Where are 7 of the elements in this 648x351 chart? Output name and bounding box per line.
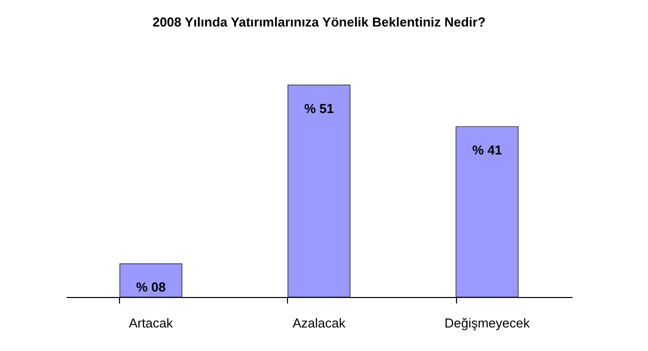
- data-label: % 08: [136, 280, 166, 295]
- x-tick-label: Değişmeyecek: [444, 316, 530, 330]
- chart-title: 2008 Yılında Yatırımlarınıza Yönelik Beklentiniz Nedir?: [152, 14, 486, 30]
- x-tick-label: Azalacak: [292, 316, 346, 330]
- data-label: % 51: [304, 101, 334, 116]
- x-tick-label: Artacak: [128, 316, 174, 330]
- data-label: % 41: [472, 142, 502, 158]
